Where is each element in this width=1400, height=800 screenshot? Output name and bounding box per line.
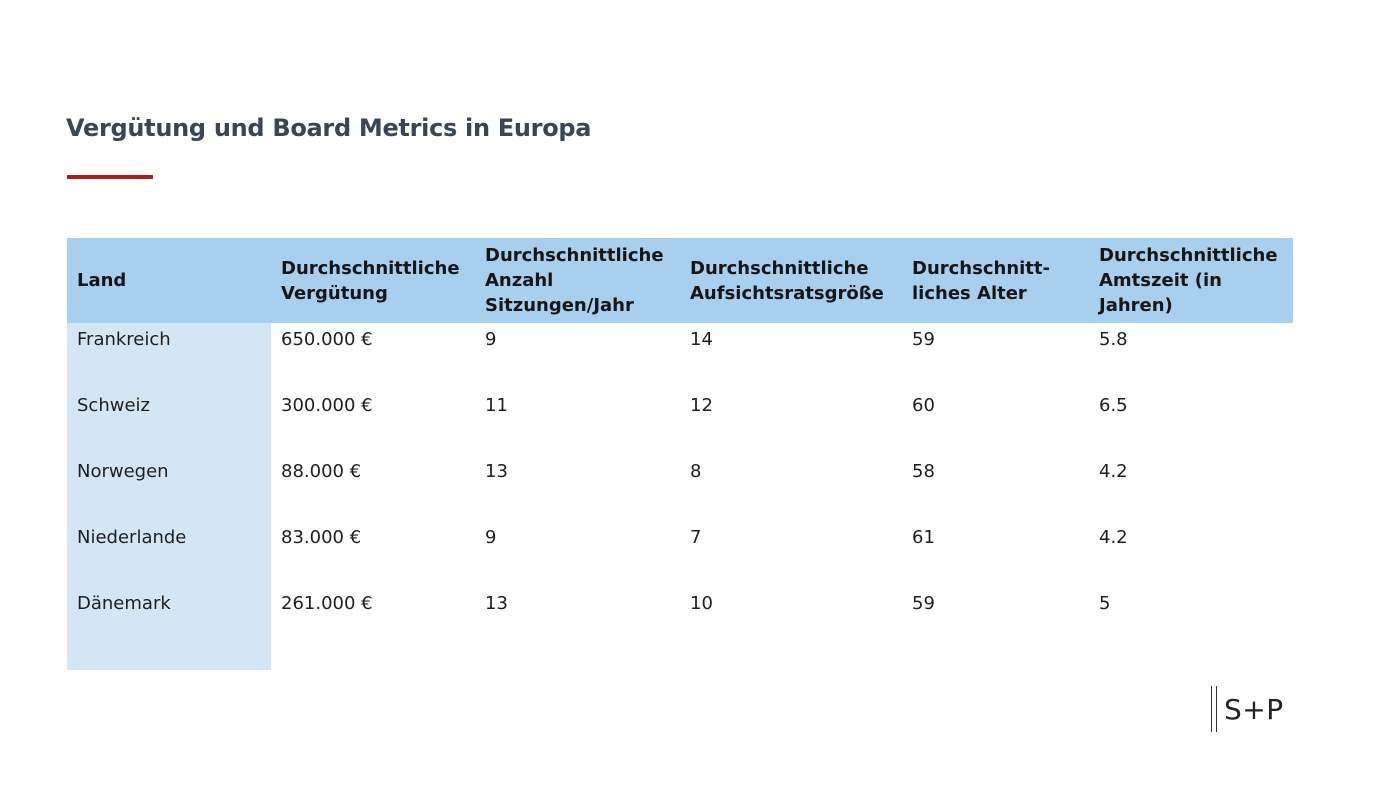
- header-amtszeit: Durchschnittliche Amtszeit (in Jahren): [1089, 238, 1293, 323]
- cell-sitzungen: 11: [485, 395, 508, 416]
- cell-alter: 60: [912, 395, 935, 416]
- table-row: Dänemark 261.000 € 13 10 59 5: [67, 587, 1293, 670]
- table-header-row: Land Durchschnittliche Vergütung Durchsc…: [67, 238, 1293, 323]
- cell-amtszeit: 5: [1099, 593, 1111, 614]
- cell-aufsichtsratsgroesse: 12: [690, 395, 713, 416]
- title-accent-rule: [67, 175, 153, 179]
- cell-aufsichtsratsgroesse: 10: [690, 593, 713, 614]
- cell-verguetung: 88.000 €: [281, 461, 362, 482]
- cell-verguetung: 261.000 €: [281, 593, 373, 614]
- cell-amtszeit: 6.5: [1099, 395, 1128, 416]
- cell-amtszeit: 4.2: [1099, 461, 1128, 482]
- cell-aufsichtsratsgroesse: 14: [690, 329, 713, 350]
- table-row: Frankreich 650.000 € 9 14 59 5.8: [67, 323, 1293, 389]
- header-land: Land: [67, 238, 271, 323]
- logo-text: S+P: [1224, 692, 1284, 726]
- slide-title: Vergütung und Board Metrics in Europa: [66, 114, 592, 142]
- cell-alter: 59: [912, 593, 935, 614]
- cell-verguetung: 83.000 €: [281, 527, 362, 548]
- header-verguetung: Durchschnittliche Vergütung: [271, 238, 475, 323]
- cell-alter: 59: [912, 329, 935, 350]
- cell-sitzungen: 13: [485, 593, 508, 614]
- cell-land: Norwegen: [67, 455, 271, 521]
- logo-bar-left: [1211, 686, 1212, 732]
- cell-sitzungen: 9: [485, 329, 497, 350]
- cell-verguetung: 650.000 €: [281, 329, 373, 350]
- cell-sitzungen: 9: [485, 527, 497, 548]
- table-row: Niederlande 83.000 € 9 7 61 4.2: [67, 521, 1293, 587]
- cell-amtszeit: 5.8: [1099, 329, 1128, 350]
- cell-land: Schweiz: [67, 389, 271, 455]
- table-row: Norwegen 88.000 € 13 8 58 4.2: [67, 455, 1293, 521]
- cell-aufsichtsratsgroesse: 7: [690, 527, 702, 548]
- board-metrics-table: Land Durchschnittliche Vergütung Durchsc…: [67, 238, 1293, 670]
- cell-verguetung: 300.000 €: [281, 395, 373, 416]
- cell-amtszeit: 4.2: [1099, 527, 1128, 548]
- cell-land: Frankreich: [67, 323, 271, 389]
- cell-land: Dänemark: [67, 587, 271, 670]
- cell-alter: 58: [912, 461, 935, 482]
- cell-alter: 61: [912, 527, 935, 548]
- cell-aufsichtsratsgroesse: 8: [690, 461, 702, 482]
- header-aufsichtsratsgroesse: Durchschnittliche Aufsichtsratsgröße: [680, 238, 902, 323]
- company-logo: S+P: [1211, 686, 1284, 732]
- table-row: Schweiz 300.000 € 11 12 60 6.5: [67, 389, 1293, 455]
- header-sitzungen: Durchschnittliche Anzahl Sitzungen/Jahr: [475, 238, 680, 323]
- cell-land: Niederlande: [67, 521, 271, 587]
- logo-bar-right: [1216, 686, 1217, 732]
- cell-sitzungen: 13: [485, 461, 508, 482]
- header-alter: Durchschnitt-liches Alter: [902, 238, 1089, 323]
